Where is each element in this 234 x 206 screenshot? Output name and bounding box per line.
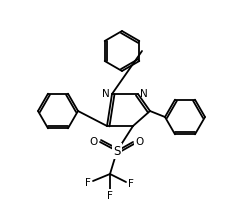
Text: F: F <box>107 190 113 200</box>
Text: O: O <box>90 136 98 146</box>
Text: F: F <box>128 178 134 188</box>
Text: N: N <box>140 89 148 98</box>
Text: S: S <box>113 145 121 158</box>
Text: O: O <box>135 136 143 146</box>
Text: N: N <box>102 89 110 98</box>
Text: F: F <box>85 177 91 187</box>
